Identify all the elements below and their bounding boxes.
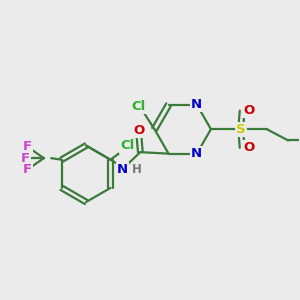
Text: S: S [236, 123, 245, 136]
Text: N: N [191, 98, 202, 111]
Text: O: O [243, 141, 254, 154]
Text: O: O [133, 124, 145, 137]
Text: N: N [191, 147, 202, 160]
Text: F: F [23, 163, 32, 176]
Text: Cl: Cl [131, 100, 145, 113]
Text: F: F [21, 152, 30, 165]
Text: Cl: Cl [120, 140, 134, 152]
Text: H: H [131, 163, 141, 176]
Text: N: N [117, 163, 128, 176]
Text: O: O [243, 104, 254, 117]
Text: F: F [23, 140, 32, 153]
